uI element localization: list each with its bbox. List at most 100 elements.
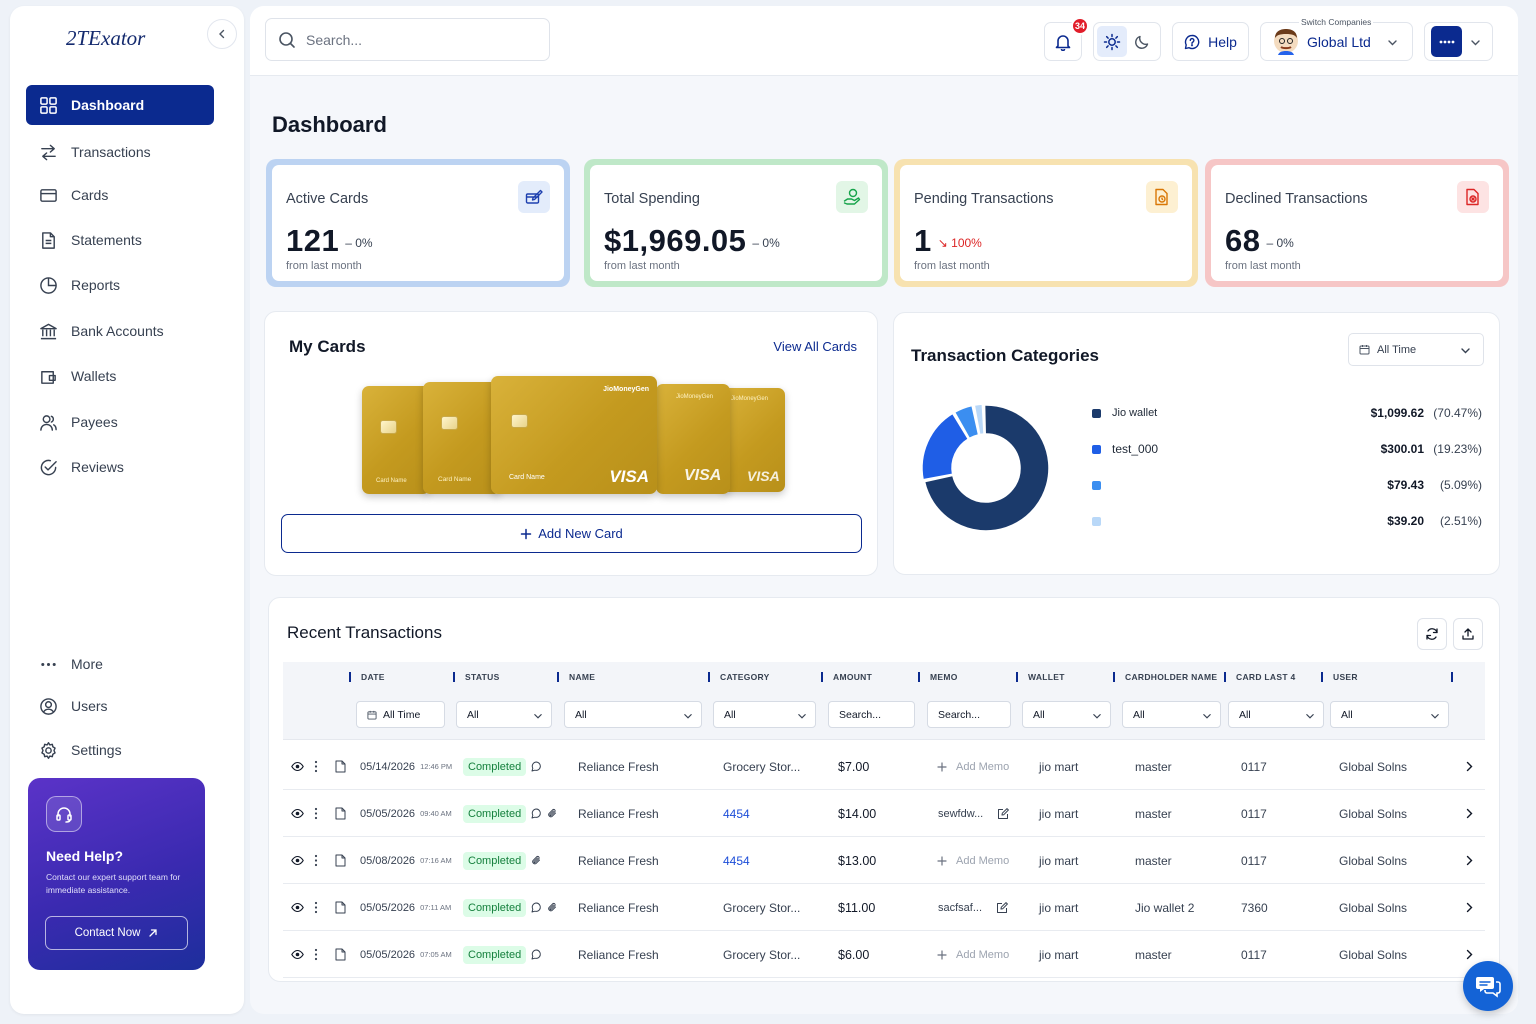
- export-button[interactable]: [1453, 618, 1483, 650]
- add-memo-button[interactable]: Add Memo: [937, 931, 1009, 978]
- status-badge: Completed: [463, 898, 527, 917]
- column-header-date[interactable]: DATE: [349, 672, 385, 682]
- column-header-wallet[interactable]: WALLET: [1016, 672, 1065, 682]
- name-filter[interactable]: All: [564, 701, 702, 728]
- add-new-card-button[interactable]: Add New Card: [281, 514, 862, 553]
- comment-icon[interactable]: [531, 949, 542, 960]
- sidebar-item-users[interactable]: Users: [26, 686, 214, 726]
- more-vertical-icon[interactable]: [314, 837, 318, 884]
- sidebar-item-bank-accounts[interactable]: Bank Accounts: [26, 311, 214, 351]
- memo-search-input[interactable]: Search...: [927, 701, 1011, 728]
- attachment-icon[interactable]: [531, 855, 542, 866]
- table-row[interactable]: 05/05/2026 09:40 AM Completed Reliance Fres…: [283, 790, 1485, 837]
- category-cell[interactable]: 4454: [723, 853, 750, 868]
- donut-slice[interactable]: [921, 412, 970, 481]
- date-filter[interactable]: All Time: [356, 701, 445, 728]
- column-header-cardholder[interactable]: CARDHOLDER NAME: [1113, 672, 1217, 682]
- column-header-memo[interactable]: MEMO: [918, 672, 958, 682]
- more-vertical-icon[interactable]: [314, 884, 318, 931]
- table-row[interactable]: 05/05/2026 07:11 AM Completed Reliance Fres…: [283, 884, 1485, 931]
- view-icon[interactable]: [291, 743, 304, 790]
- comment-icon[interactable]: [531, 808, 542, 819]
- chevron-right-icon[interactable]: [1465, 790, 1474, 837]
- donut-slice[interactable]: [923, 404, 1050, 532]
- cardholder-filter[interactable]: All: [1122, 701, 1221, 728]
- cardholder-cell: master: [1135, 759, 1172, 774]
- card-thumbnail[interactable]: Card Name: [423, 382, 501, 494]
- category-filter[interactable]: All: [713, 701, 816, 728]
- table-row[interactable]: 05/14/2026 12:46 PM Completed Reliance Fres…: [283, 743, 1485, 790]
- sidebar-item-reviews[interactable]: Reviews: [26, 447, 214, 487]
- wallet-filter[interactable]: All: [1022, 701, 1111, 728]
- column-header-card-last4[interactable]: CARD LAST 4: [1224, 672, 1296, 682]
- add-memo-button[interactable]: Add Memo: [937, 743, 1009, 790]
- donut-slice[interactable]: [953, 404, 980, 440]
- category-cell[interactable]: 4454: [723, 806, 750, 821]
- receipt-icon[interactable]: [335, 931, 346, 978]
- chevron-right-icon[interactable]: [1465, 743, 1474, 790]
- chat-support-button[interactable]: [1463, 961, 1513, 1011]
- attachment-icon[interactable]: [547, 902, 558, 913]
- more-vertical-icon[interactable]: [314, 931, 318, 978]
- sidebar-item-reports[interactable]: Reports: [26, 265, 214, 305]
- search-input[interactable]: Search...: [265, 18, 550, 61]
- apps-menu-button[interactable]: [1424, 22, 1493, 61]
- donut-slice[interactable]: [973, 403, 985, 436]
- avatar: [1274, 28, 1298, 55]
- sidebar-item-settings[interactable]: Settings: [26, 730, 214, 770]
- theme-toggle[interactable]: [1093, 22, 1161, 61]
- edit-icon[interactable]: [996, 901, 1008, 914]
- column-header-status[interactable]: STATUS: [453, 672, 500, 682]
- column-header-category[interactable]: CATEGORY: [708, 672, 770, 682]
- light-mode-button[interactable]: [1097, 26, 1127, 57]
- receipt-icon[interactable]: [335, 884, 346, 931]
- more-vertical-icon[interactable]: [314, 743, 318, 790]
- column-header-user[interactable]: USER: [1321, 672, 1358, 682]
- view-all-cards-link[interactable]: View All Cards: [773, 339, 857, 354]
- view-icon[interactable]: [291, 790, 304, 837]
- receipt-icon[interactable]: [335, 790, 346, 837]
- more-vertical-icon[interactable]: [314, 790, 318, 837]
- card-thumbnail[interactable]: Card Name: [362, 386, 430, 494]
- view-icon[interactable]: [291, 837, 304, 884]
- chevron-right-icon[interactable]: [1465, 837, 1474, 884]
- receipt-icon[interactable]: [335, 743, 346, 790]
- card-primary[interactable]: JioMoneyGen Card Name VISA: [491, 376, 657, 494]
- app-logo: 2TExator: [66, 26, 146, 50]
- table-row[interactable]: 05/08/2026 07:16 AM Completed Reliance Fres…: [283, 837, 1485, 884]
- card-thumbnail[interactable]: JioMoneyGen VISA: [721, 388, 785, 492]
- amount-search-input[interactable]: Search...: [828, 701, 915, 728]
- view-icon[interactable]: [291, 884, 304, 931]
- notifications-button[interactable]: 34: [1044, 17, 1089, 61]
- contact-now-button[interactable]: Contact Now: [45, 916, 188, 950]
- sidebar-item-cards[interactable]: Cards: [26, 175, 214, 215]
- sidebar-item-transactions[interactable]: Transactions: [26, 132, 214, 172]
- table-row[interactable]: 05/05/2026 07:05 AM Completed Reliance Fres…: [283, 931, 1485, 978]
- edit-icon[interactable]: [997, 807, 1010, 820]
- card-thumbnail[interactable]: JioMoneyGen VISA: [656, 384, 730, 494]
- company-switcher[interactable]: Switch Companies Global Ltd: [1260, 17, 1413, 61]
- refresh-button[interactable]: [1417, 618, 1447, 650]
- attachment-icon[interactable]: [547, 808, 558, 819]
- time-filter-dropdown[interactable]: All Time: [1348, 333, 1484, 366]
- collapse-sidebar-button[interactable]: [207, 19, 237, 49]
- sidebar-item-dashboard[interactable]: Dashboard: [26, 85, 214, 125]
- view-icon[interactable]: [291, 931, 304, 978]
- add-memo-button[interactable]: Add Memo: [937, 837, 1009, 884]
- help-button[interactable]: Help: [1172, 22, 1249, 61]
- receipt-icon[interactable]: [335, 837, 346, 884]
- chevron-right-icon[interactable]: [1465, 884, 1474, 931]
- dark-mode-button[interactable]: [1127, 26, 1157, 57]
- status-filter[interactable]: All: [456, 701, 552, 728]
- comment-icon[interactable]: [531, 761, 542, 772]
- sidebar-item-payees[interactable]: Payees: [26, 402, 214, 442]
- column-header-name[interactable]: NAME: [557, 672, 595, 682]
- column-header-amount[interactable]: AMOUNT: [821, 672, 872, 682]
- chevron-right-icon[interactable]: [1465, 931, 1474, 978]
- sidebar-item-statements[interactable]: Statements: [26, 220, 214, 260]
- comment-icon[interactable]: [531, 902, 542, 913]
- sidebar-item-wallets[interactable]: Wallets: [26, 356, 214, 396]
- user-filter[interactable]: All: [1330, 701, 1449, 728]
- sidebar-item-more[interactable]: More: [26, 644, 214, 684]
- card-last4-filter[interactable]: All: [1228, 701, 1324, 728]
